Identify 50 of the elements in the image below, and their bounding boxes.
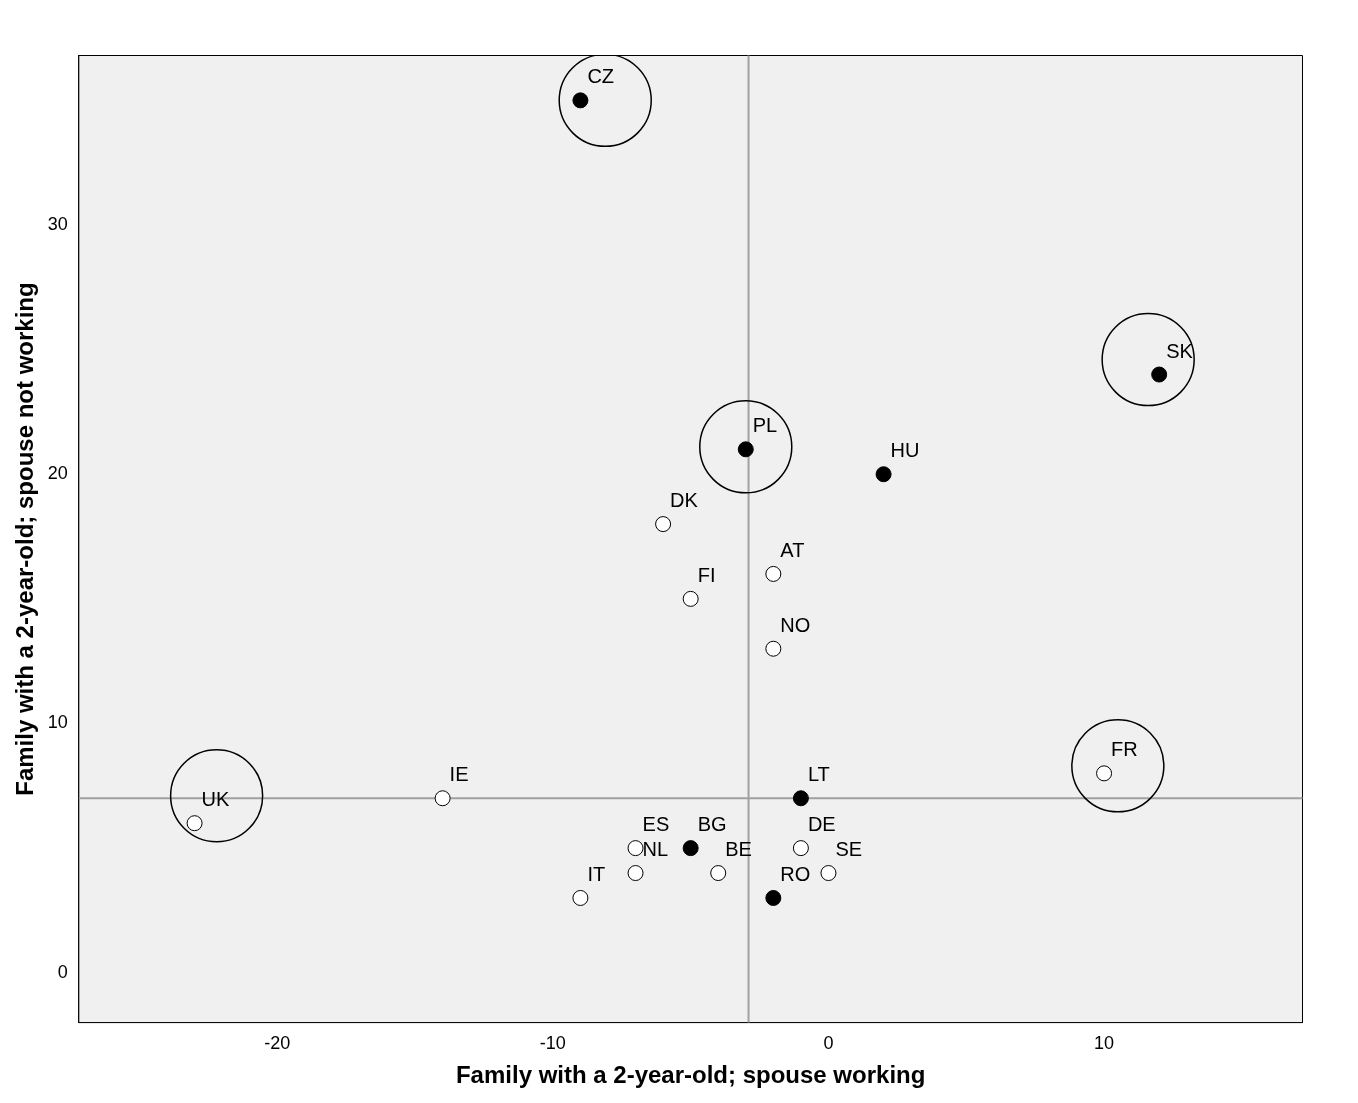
y-axis-title: Family with a 2-year-old; spouse not working: [11, 282, 39, 796]
point: [820, 865, 837, 882]
annotation: RO: [780, 862, 811, 885]
point: [765, 889, 782, 906]
point: [682, 840, 699, 857]
annotation: PL: [752, 414, 778, 437]
y-tick-label: 0: [57, 961, 68, 982]
y-tick-label: 10: [47, 712, 68, 733]
annotation: DE: [807, 813, 836, 836]
x-tick-label: -20: [264, 1033, 291, 1054]
point: [572, 92, 589, 109]
point: [434, 790, 451, 807]
point: [682, 590, 699, 607]
annotation: LT: [807, 763, 830, 786]
y-tick-label: 30: [47, 213, 68, 234]
annotation: DK: [670, 489, 699, 512]
annotation: FR: [1111, 738, 1138, 761]
point: [627, 865, 644, 882]
point: [655, 516, 672, 533]
point: [186, 815, 203, 832]
y-tick-label: 20: [47, 463, 68, 484]
annotation: BE: [725, 838, 752, 861]
point: [627, 840, 644, 857]
annotation: FI: [697, 563, 716, 586]
point: [792, 840, 809, 857]
point: [765, 640, 782, 657]
point: [1096, 765, 1113, 782]
annotation: NL: [642, 838, 669, 861]
point: [710, 865, 727, 882]
annotation: NO: [780, 613, 811, 636]
point: [572, 889, 589, 906]
annotation: HU: [890, 439, 920, 462]
point: [765, 565, 782, 582]
annotation: AT: [780, 538, 805, 561]
point: [875, 466, 892, 483]
annotation: SE: [835, 838, 863, 861]
point: [1151, 366, 1168, 383]
annotation: ES: [642, 813, 670, 836]
annotation: SK: [1166, 339, 1194, 362]
annotation: BG: [697, 813, 727, 836]
annotation: UK: [201, 788, 231, 811]
point: [737, 441, 754, 458]
annotation: IT: [587, 862, 606, 885]
x-tick-label: 0: [823, 1033, 834, 1054]
annotation: IE: [449, 763, 469, 786]
x-axis-title: Family with a 2-year-old; spouse working: [455, 1061, 926, 1089]
point: [792, 790, 809, 807]
x-tick-label: 10: [1094, 1033, 1115, 1054]
annotation: CZ: [587, 65, 615, 88]
x-tick-label: -10: [539, 1033, 566, 1054]
